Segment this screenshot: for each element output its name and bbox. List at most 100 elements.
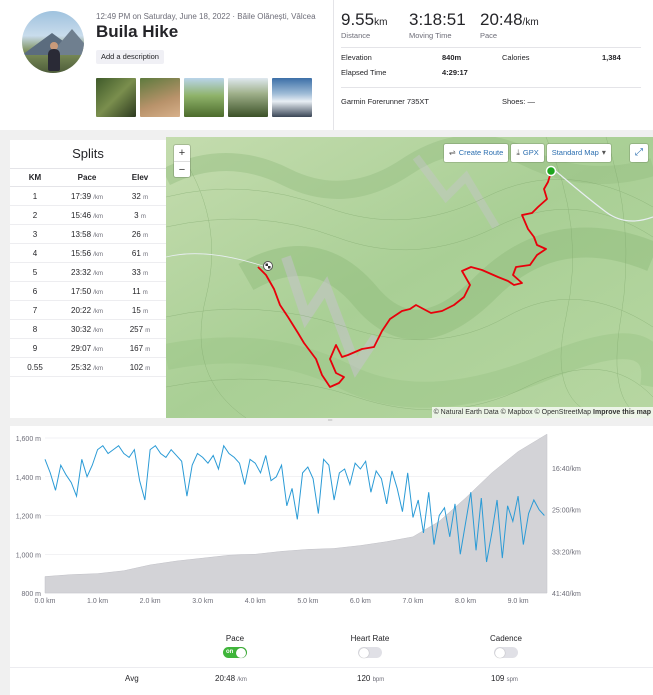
split-km: 4 xyxy=(32,248,38,258)
y-tick-label: 1,000 m xyxy=(16,552,41,559)
avg-pace: 20:48 /km xyxy=(215,674,247,683)
photo-thumbnail[interactable] xyxy=(272,78,312,117)
split-pace: 29:07 /km xyxy=(71,343,103,353)
x-tick-label: 7.0 km xyxy=(402,598,423,605)
splits-panel: Splits KM Pace Elev 1 17:39 /km 32 m 2 15:46… xyxy=(10,140,166,418)
route-line xyxy=(257,171,552,388)
stats-divider xyxy=(341,47,641,48)
split-pace: 17:39 /km xyxy=(71,191,103,201)
avg-cadence: 109 spm xyxy=(491,674,518,683)
athlete-avatar[interactable] xyxy=(22,11,84,73)
photo-thumbnail[interactable] xyxy=(184,78,224,117)
y-tick-label: 1,600 m xyxy=(16,436,41,443)
x-tick-label: 4.0 km xyxy=(245,598,266,605)
stat-moving-time: 3:18:51 Moving Time xyxy=(409,10,466,40)
zoom-controls: + − xyxy=(174,145,190,177)
cadence-toggle[interactable] xyxy=(494,647,518,658)
split-row[interactable]: 2 15:46 /km 3 m xyxy=(10,206,166,225)
heart-rate-toggle-block: Heart Rate xyxy=(344,634,396,658)
pace-tick-label: 33:20/km xyxy=(552,549,581,556)
device-name: Garmin Forerunner 735XT xyxy=(341,97,429,106)
improve-map-link[interactable]: Improve this map xyxy=(593,409,651,416)
split-row[interactable]: 0.55 25:32 /km 102 m xyxy=(10,358,166,377)
split-pace: 25:32 /km xyxy=(71,362,103,372)
pace-tick-label: 16:40/km xyxy=(552,466,581,473)
elapsed-time-value: 4:29:17 xyxy=(442,68,468,77)
photo-thumbnail[interactable] xyxy=(228,78,268,117)
photo-thumbnail[interactable] xyxy=(96,78,136,117)
elevation-area xyxy=(44,433,548,594)
create-route-button[interactable]: ⇌ Create Route xyxy=(444,144,509,162)
split-elev: 33 m xyxy=(131,267,149,277)
split-row[interactable]: 1 17:39 /km 32 m xyxy=(10,187,166,206)
x-tick-label: 2.0 km xyxy=(140,598,161,605)
splits-title: Splits xyxy=(72,146,104,161)
split-km: 3 xyxy=(32,229,38,239)
stat-distance: 9.55km Distance xyxy=(341,10,388,40)
pace-toggle[interactable]: on xyxy=(223,647,247,658)
route-map[interactable]: + − ⇌ Create Route ⤓ GPX Standard Map ▾ ⤢ ©… xyxy=(166,137,653,418)
split-row[interactable]: 7 20:22 /km 15 m xyxy=(10,301,166,320)
elevation-label: Elevation xyxy=(341,53,372,62)
avg-divider xyxy=(10,667,653,668)
x-tick-label: 0.0 km xyxy=(34,598,55,605)
split-row[interactable]: 6 17:50 /km 11 m xyxy=(10,282,166,301)
split-elev: 167 m xyxy=(129,343,151,353)
y-tick-label: 800 m xyxy=(22,591,42,598)
avg-heart-rate: 120 bpm xyxy=(357,674,385,683)
map-attribution: © Natural Earth Data © Mapbox © OpenStre… xyxy=(431,407,653,418)
split-pace: 13:58 /km xyxy=(71,229,103,239)
resize-handle[interactable]: ═ xyxy=(328,418,333,424)
split-row[interactable]: 8 30:32 /km 257 m xyxy=(10,320,166,339)
add-description-button[interactable]: Add a description xyxy=(96,50,164,64)
split-km: 8 xyxy=(32,324,38,334)
split-elev: 15 m xyxy=(131,305,149,315)
split-km: 1 xyxy=(32,191,38,201)
caret-down-icon: ▾ xyxy=(601,148,606,157)
zoom-in-button[interactable]: + xyxy=(178,147,186,159)
download-icon: ⤓ xyxy=(516,148,520,157)
route-finish-marker xyxy=(263,261,273,271)
y-tick-label: 1,200 m xyxy=(16,514,41,521)
calories-label: Calories xyxy=(502,53,530,62)
split-row[interactable]: 3 13:58 /km 26 m xyxy=(10,225,166,244)
cadence-toggle-block: Cadence xyxy=(483,634,529,658)
elapsed-time-label: Elapsed Time xyxy=(341,68,387,77)
split-elev: 3 m xyxy=(134,210,146,220)
x-tick-label: 9.0 km xyxy=(508,598,529,605)
zoom-out-button[interactable]: − xyxy=(174,161,190,177)
split-row[interactable]: 9 29:07 /km 167 m xyxy=(10,339,166,358)
split-km: 2 xyxy=(32,210,38,220)
split-row[interactable]: 4 15:56 /km 61 m xyxy=(10,244,166,263)
split-elev: 257 m xyxy=(129,324,151,334)
activity-header: 12:49 PM on Saturday, June 18, 2022 · Bă… xyxy=(0,0,653,130)
heart-rate-toggle[interactable] xyxy=(358,647,382,658)
x-tick-label: 8.0 km xyxy=(455,598,476,605)
elevation-value: 840m xyxy=(442,53,462,62)
split-km: 0.55 xyxy=(27,362,43,372)
x-tick-label: 6.0 km xyxy=(350,598,371,605)
route-icon: ⇌ xyxy=(449,148,456,157)
stat-pace: 20:48/km Pace xyxy=(480,10,539,40)
split-row[interactable]: 5 23:32 /km 33 m xyxy=(10,263,166,282)
x-tick-label: 3.0 km xyxy=(192,598,213,605)
split-pace: 20:22 /km xyxy=(71,305,103,315)
split-pace: 15:46 /km xyxy=(71,210,103,220)
map-toolbar: ⇌ Create Route ⤓ GPX Standard Map ▾ xyxy=(444,144,611,162)
y-tick-label: 1,400 m xyxy=(16,475,41,482)
photo-thumbnail[interactable] xyxy=(140,78,180,117)
chart-canvas: 1,600 m 1,400 m 1,200 m 1,000 m 800 m0.0 km 1… xyxy=(16,433,581,605)
map-style-select[interactable]: Standard Map ▾ xyxy=(546,144,611,162)
elevation-pace-chart[interactable]: 1,600 m 1,400 m 1,200 m 1,000 m 800 m 0.0 km 1… xyxy=(10,426,653,626)
split-pace: 15:56 /km xyxy=(71,248,103,258)
split-elev: 102 m xyxy=(129,362,151,372)
x-tick-label: 1.0 km xyxy=(87,598,108,605)
route-start-marker xyxy=(545,165,557,177)
fullscreen-icon[interactable]: ⤢ xyxy=(630,144,648,162)
gpx-export-button[interactable]: ⤓ GPX xyxy=(511,144,544,162)
split-pace: 23:32 /km xyxy=(71,267,103,277)
chart-controls: Pace on Heart Rate Cadence Avg 20:48 /km… xyxy=(10,626,653,695)
split-km: 5 xyxy=(32,267,38,277)
split-elev: 11 m xyxy=(132,286,148,296)
calories-value: 1,384 xyxy=(602,53,621,62)
